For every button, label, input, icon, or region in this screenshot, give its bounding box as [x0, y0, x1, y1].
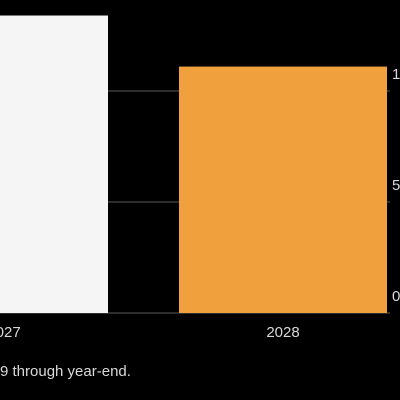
footnote: 9 through year-end. [0, 363, 131, 380]
y-tick-label: 0 [392, 288, 400, 305]
x-tick-label: 2028 [266, 324, 299, 341]
x-tick-label: 2027 [0, 324, 21, 341]
y-tick-label: 10 [392, 66, 400, 83]
bar [0, 15, 108, 314]
bar [179, 66, 387, 313]
y-tick-label: 5 [392, 177, 400, 194]
